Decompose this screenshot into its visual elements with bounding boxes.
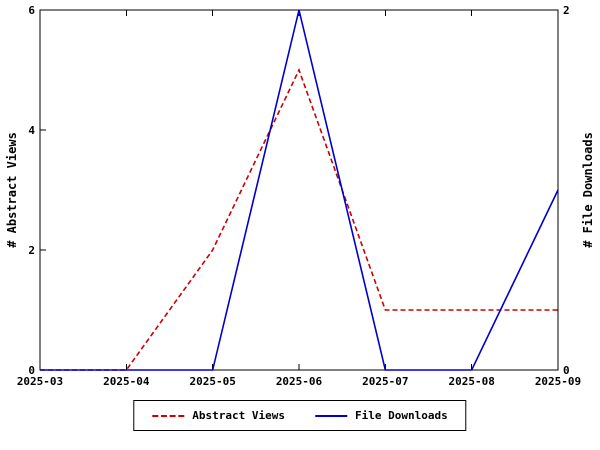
solid-line-sample-icon [315,414,347,417]
svg-text:4: 4 [28,124,35,137]
svg-text:2025-08: 2025-08 [448,375,494,388]
chart-legend: Abstract Views File Downloads [133,400,467,431]
svg-text:6: 6 [28,4,35,17]
legend-item-file-downloads: File Downloads [315,409,448,422]
svg-text:2025-05: 2025-05 [189,375,235,388]
svg-text:0: 0 [28,364,35,377]
legend-item-abstract-views: Abstract Views [152,409,285,422]
legend-label-abstract-views: Abstract Views [192,409,285,422]
right-axis-label: # File Downloads [581,132,595,248]
svg-text:2: 2 [563,4,570,17]
svg-text:2025-09: 2025-09 [535,375,581,388]
svg-text:2025-07: 2025-07 [362,375,408,388]
svg-text:2: 2 [28,244,35,257]
svg-text:2025-03: 2025-03 [17,375,63,388]
svg-text:0: 0 [563,364,570,377]
dashed-line-sample-icon [152,414,185,417]
svg-text:2025-04: 2025-04 [103,375,150,388]
svg-text:2025-06: 2025-06 [276,375,323,388]
left-axis-label: # Abstract Views [5,132,19,248]
legend-label-file-downloads: File Downloads [355,409,448,422]
